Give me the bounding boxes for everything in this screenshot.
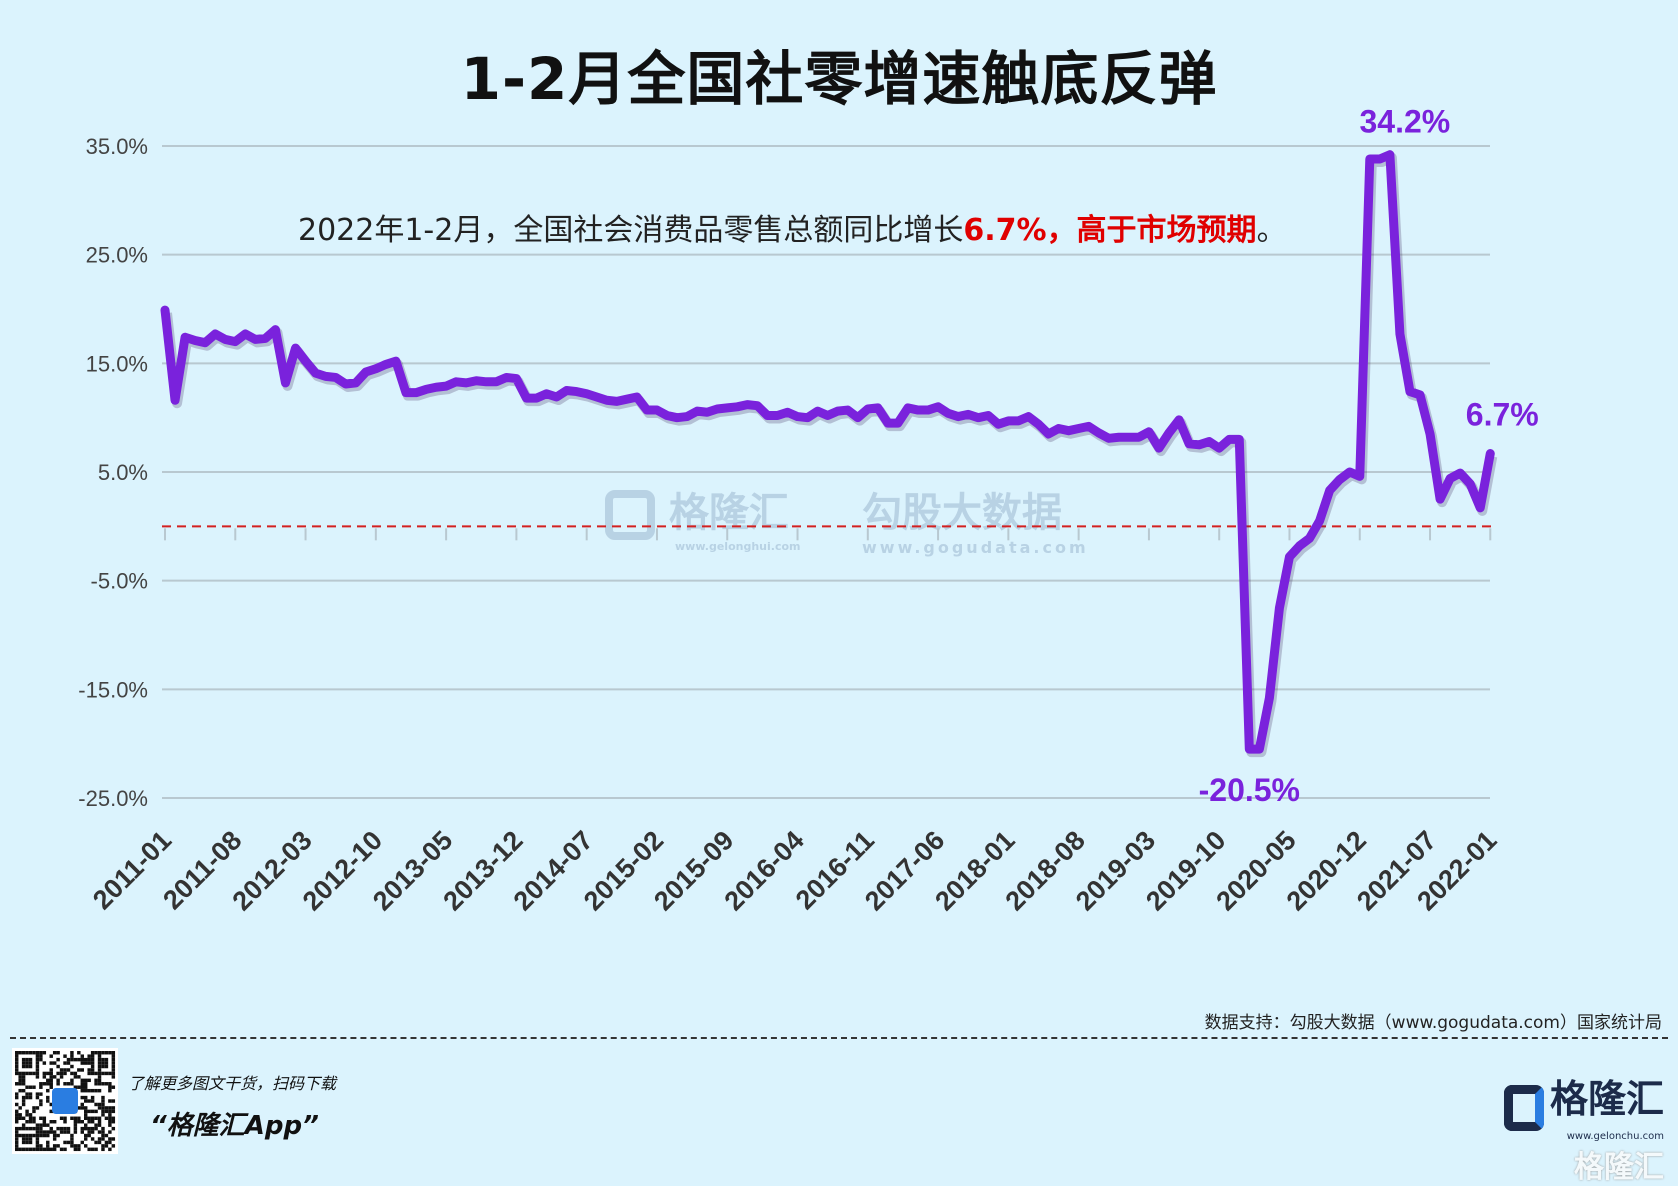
y-tick-label: 35.0% (86, 134, 148, 159)
y-tick-label: -25.0% (78, 786, 148, 811)
y-tick-label: 25.0% (86, 243, 148, 268)
app-name: “格隆汇App” (150, 1105, 319, 1142)
data-source: 数据支持：勾股大数据（www.gogudata.com）国家统计局 (1205, 1008, 1662, 1033)
y-tick-label: 15.0% (86, 351, 148, 376)
brand-logo: 格隆汇 www.gelonchu.com 格隆汇 (1504, 1068, 1664, 1186)
qr-code[interactable] (12, 1048, 118, 1154)
brand-name: 格隆汇 (1550, 1077, 1664, 1121)
brand-watermark: 格隆汇 (1504, 1142, 1664, 1186)
footer-divider (10, 1037, 1668, 1039)
data-label: 34.2% (1360, 104, 1451, 140)
qr-code-icon (12, 1048, 118, 1154)
line-chart: 35.0%25.0%15.0%5.0%-5.0%-15.0%-25.0%2011… (0, 0, 1678, 1000)
data-label: -20.5% (1199, 772, 1300, 808)
brand-url: www.gelonchu.com (1504, 1131, 1664, 1142)
subtitle-suffix: 。 (1257, 213, 1287, 248)
x-tick-label: 2016-04 (718, 825, 809, 916)
brand-logo-icon (1504, 1085, 1544, 1131)
subtitle-text: 2022年1-2月，全国社会消费品零售总额同比增长 (298, 213, 963, 248)
y-tick-label: 5.0% (98, 460, 148, 485)
y-tick-label: -15.0% (78, 677, 148, 702)
y-tick-label: -5.0% (91, 569, 148, 594)
chart-subtitle: 2022年1-2月，全国社会消费品零售总额同比增长6.7%，高于市场预期。 (298, 205, 1287, 249)
promo-text: 了解更多图文干货，扫码下载 (128, 1070, 336, 1094)
data-label: 6.7% (1466, 397, 1539, 433)
subtitle-highlight: 6.7%，高于市场预期 (963, 213, 1256, 248)
